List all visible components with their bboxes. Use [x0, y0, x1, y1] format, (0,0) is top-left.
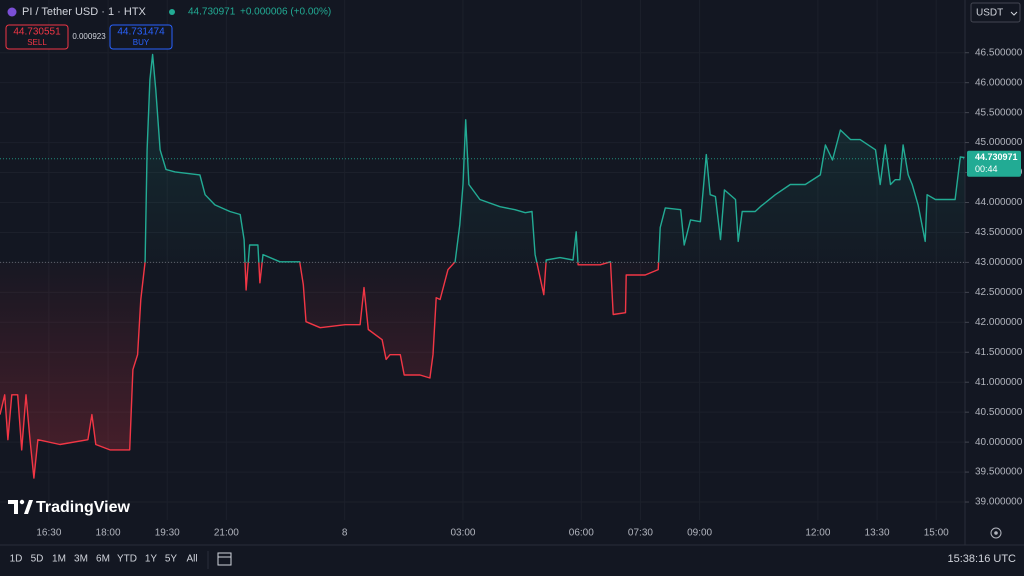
- logo-icon: [24, 500, 33, 514]
- logo-text: TradingView: [36, 499, 131, 516]
- range-button[interactable]: 1M: [52, 554, 66, 565]
- range-button[interactable]: 5D: [31, 554, 44, 565]
- logo-icon: [8, 500, 18, 514]
- range-button[interactable]: 1Y: [145, 554, 158, 565]
- y-tick-label: 42.500000: [975, 287, 1023, 298]
- currency[interactable]: USDT: [976, 8, 1003, 19]
- last-price-box: [967, 150, 1021, 177]
- currency-select[interactable]: [970, 2, 1021, 23]
- range-button[interactable]: YTD: [117, 554, 137, 565]
- y-tick-label: 45.500000: [975, 107, 1023, 118]
- range-button[interactable]: 3M: [74, 554, 88, 565]
- clock: 15:38:16 UTC: [948, 553, 1017, 565]
- x-tick-label: 16:30: [36, 528, 61, 539]
- y-tick-label: 46.000000: [975, 77, 1023, 88]
- range-button[interactable]: All: [186, 554, 197, 565]
- logo-icon: [19, 499, 25, 505]
- x-tick-label: 13:30: [865, 528, 890, 539]
- y-tick-label: 40.500000: [975, 407, 1023, 418]
- y-tick-label: 43.000000: [975, 257, 1023, 268]
- x-tick-label: 07:30: [628, 528, 653, 539]
- spread: 0.000923: [72, 32, 106, 41]
- range-button[interactable]: 5Y: [165, 554, 178, 565]
- countdown: 00:44: [975, 164, 998, 174]
- y-tick-label: 45.000000: [975, 137, 1023, 148]
- last-price-label: 44.730971: [975, 152, 1018, 162]
- symbol-icon: [7, 7, 17, 17]
- x-tick-label: 09:00: [687, 528, 712, 539]
- range-button[interactable]: 1D: [10, 554, 23, 565]
- buy-price[interactable]: 44.731474: [117, 27, 165, 38]
- baseline-area: [0, 54, 965, 479]
- y-tick-label: 43.500000: [975, 227, 1023, 238]
- logo: TradingView: [8, 499, 131, 516]
- y-tick-label: 44.000000: [975, 197, 1023, 208]
- x-tick-label: 03:00: [450, 528, 475, 539]
- market-status: [169, 9, 175, 15]
- x-tick-label: 12:00: [805, 528, 830, 539]
- y-tick-label: 46.500000: [975, 47, 1023, 58]
- range-button[interactable]: 6M: [96, 554, 110, 565]
- y-tick-label: 39.500000: [975, 467, 1023, 478]
- y-tick-label: 41.500000: [975, 347, 1023, 358]
- calendar-icon[interactable]: [217, 552, 232, 566]
- price-line: [0, 53, 966, 479]
- y-tick-label: 41.000000: [975, 377, 1023, 388]
- x-tick-label: 8: [342, 528, 348, 539]
- x-tick-label: 21:00: [214, 528, 239, 539]
- dropdown-arrow: [1010, 11, 1018, 16]
- header-change: +0.000006 (+0.00%): [240, 7, 331, 18]
- x-tick-label: 18:00: [96, 528, 121, 539]
- symbol-title: PI / Tether USD · 1 · HTX: [22, 6, 147, 18]
- x-tick-label: 15:00: [924, 528, 949, 539]
- y-tick-label: 39.000000: [975, 497, 1023, 508]
- y-tick-label: 42.000000: [975, 317, 1023, 328]
- sell-label[interactable]: SELL: [27, 38, 47, 47]
- sell-price[interactable]: 44.730551: [13, 27, 61, 38]
- header-price: 44.730971: [188, 7, 236, 18]
- settings-icon[interactable]: [990, 527, 1002, 539]
- sell-button[interactable]: [5, 24, 69, 50]
- buy-label[interactable]: BUY: [133, 38, 150, 47]
- settings-icon[interactable]: [994, 531, 998, 535]
- buy-button[interactable]: [109, 24, 173, 50]
- x-tick-label: 06:00: [569, 528, 594, 539]
- x-tick-label: 19:30: [155, 528, 180, 539]
- y-tick-label: 40.000000: [975, 437, 1023, 448]
- calendar-icon[interactable]: [217, 552, 232, 566]
